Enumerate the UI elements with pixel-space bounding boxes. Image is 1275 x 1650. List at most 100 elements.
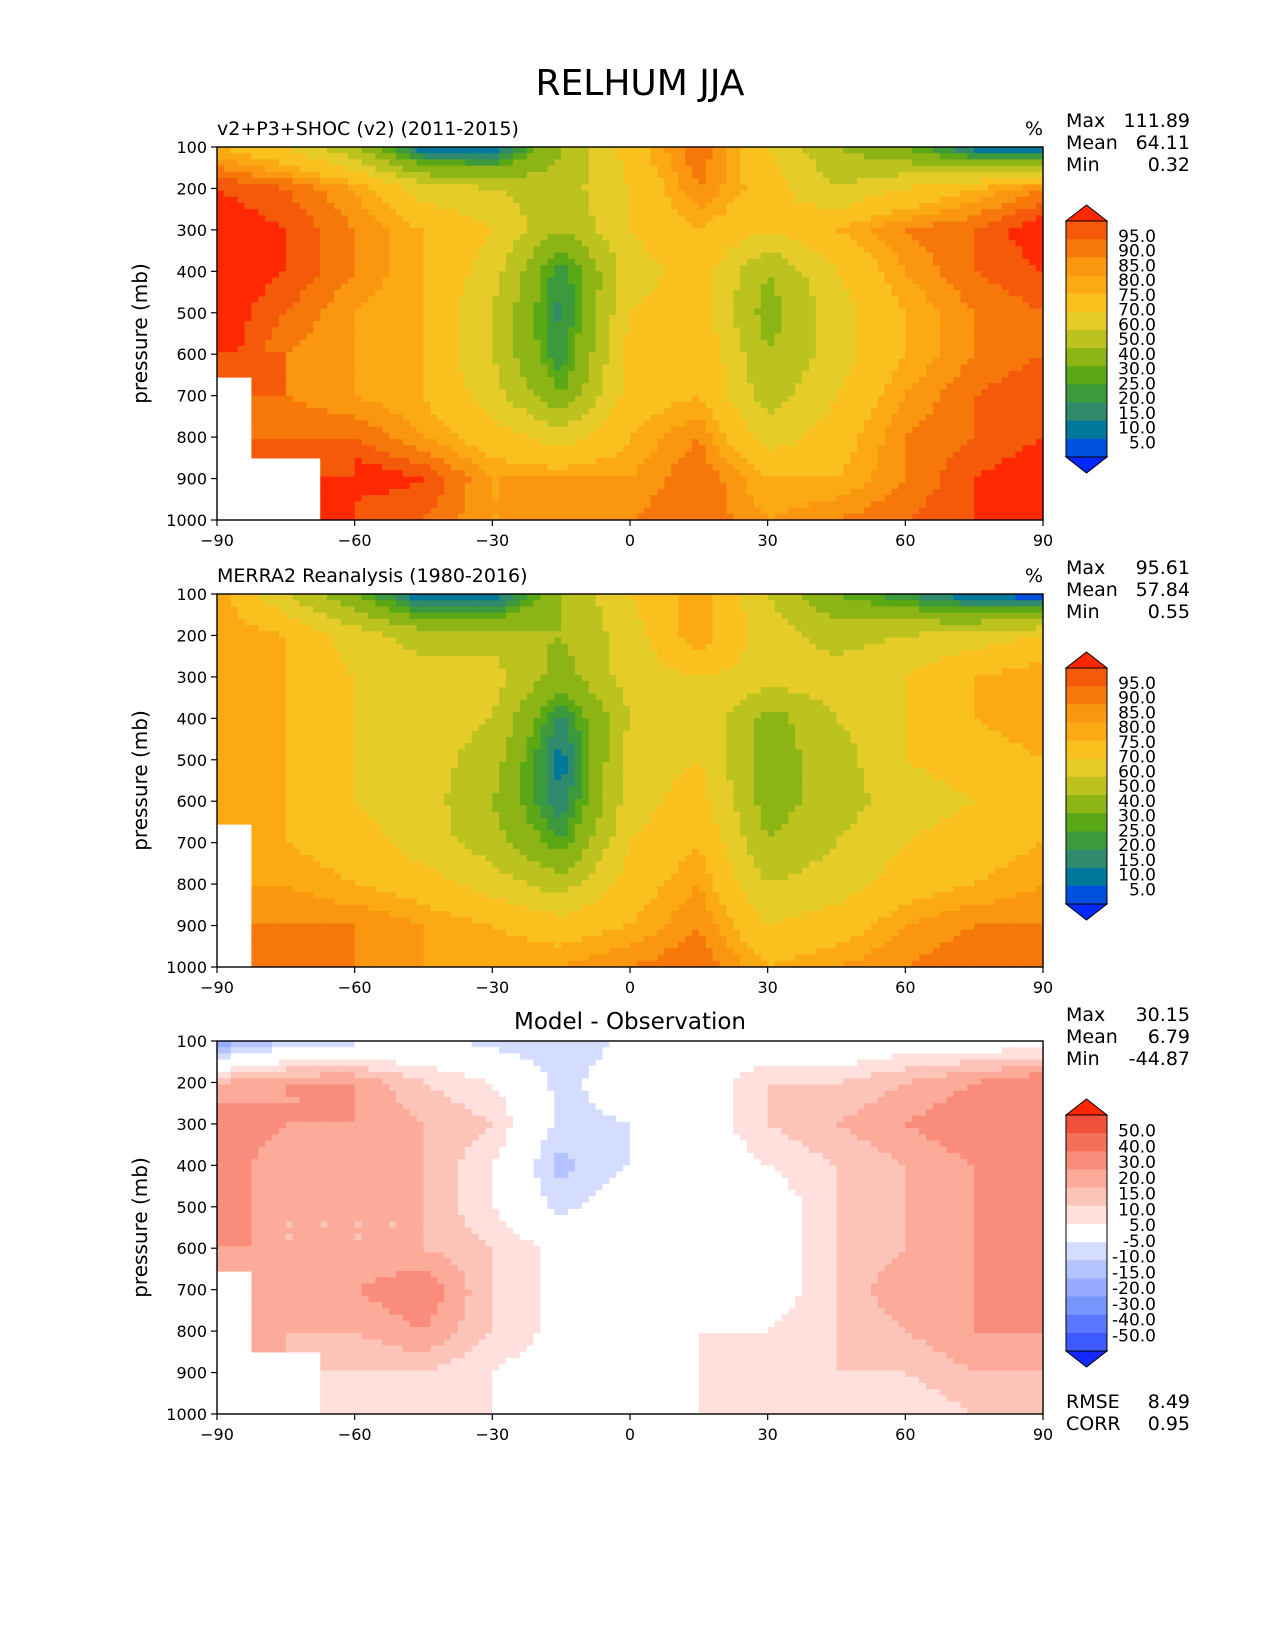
colorbar-label: 40.0 bbox=[1118, 345, 1156, 365]
panel-title: v2+P3+SHOC (v2) (2011-2015) bbox=[217, 118, 519, 140]
stat-label: Mean bbox=[1066, 132, 1118, 154]
colorbar-label: 50.0 bbox=[1118, 330, 1156, 350]
x-tick-label: −90 bbox=[200, 531, 234, 550]
colorbar-extend-top bbox=[1064, 651, 1109, 669]
x-tick-label: 30 bbox=[757, 978, 777, 997]
colorbar-segment bbox=[1066, 668, 1107, 687]
colorbar-label: 20.0 bbox=[1118, 389, 1156, 409]
y-tick-label: 900 bbox=[176, 470, 207, 489]
x-tick-label: 0 bbox=[625, 1425, 635, 1444]
colorbar-label: 80.0 bbox=[1118, 271, 1156, 291]
stat-label: Min bbox=[1066, 154, 1100, 176]
stat-value: -44.87 bbox=[1129, 1048, 1190, 1070]
x-tick-label: −90 bbox=[200, 978, 234, 997]
colorbar-extend-top bbox=[1064, 1098, 1109, 1116]
colorbar-segment bbox=[1066, 1260, 1107, 1279]
colorbar-segment bbox=[1066, 311, 1107, 331]
colorbar-extend-bottom bbox=[1064, 456, 1109, 474]
colorbar-label: -15.0 bbox=[1112, 1263, 1156, 1283]
colorbar-segment bbox=[1066, 740, 1107, 760]
colorbar-label: 5.0 bbox=[1129, 433, 1156, 453]
units-label: % bbox=[1025, 118, 1043, 140]
stat-value: 6.79 bbox=[1148, 1026, 1190, 1048]
colorbar-segment bbox=[1066, 275, 1107, 295]
y-tick-label: 700 bbox=[176, 834, 207, 853]
colorbar-segment bbox=[1066, 420, 1107, 440]
colorbar-label: 50.0 bbox=[1118, 1122, 1156, 1142]
colorbar-extend-bottom bbox=[1064, 903, 1109, 921]
y-tick-label: 200 bbox=[176, 179, 207, 198]
stat-value: 64.11 bbox=[1136, 132, 1190, 154]
colorbar-segment bbox=[1066, 221, 1107, 240]
colorbar-segment bbox=[1066, 1115, 1107, 1134]
colorbar-label: -20.0 bbox=[1112, 1279, 1156, 1299]
stat-value: 111.89 bbox=[1124, 110, 1190, 132]
colorbar-segment bbox=[1066, 402, 1107, 422]
y-tick-label: 800 bbox=[176, 875, 207, 894]
y-tick-label: 100 bbox=[176, 585, 207, 604]
colorbar-segment bbox=[1066, 831, 1107, 851]
colorbar-segment bbox=[1066, 849, 1107, 869]
colorbar-segment bbox=[1066, 885, 1107, 905]
y-tick-label: 500 bbox=[176, 1198, 207, 1217]
field bbox=[217, 594, 1043, 967]
field bbox=[217, 1041, 1043, 1414]
colorbar-label: 75.0 bbox=[1118, 733, 1156, 753]
colorbar-segment bbox=[1066, 348, 1107, 367]
figure-title: RELHUM JJA bbox=[536, 63, 745, 104]
stat-label: Mean bbox=[1066, 579, 1118, 601]
y-tick-label: 300 bbox=[176, 221, 207, 240]
stat-label: Min bbox=[1066, 601, 1100, 623]
y-tick-label: 800 bbox=[176, 428, 207, 447]
x-tick-label: 0 bbox=[625, 978, 635, 997]
colorbar-label: 90.0 bbox=[1118, 242, 1156, 262]
colorbar-label: 85.0 bbox=[1118, 703, 1156, 723]
stat-value: 95.61 bbox=[1136, 557, 1190, 579]
y-tick-label: 1000 bbox=[166, 1405, 207, 1424]
colorbar-segment bbox=[1066, 366, 1107, 385]
y-tick-label: 800 bbox=[176, 1322, 207, 1341]
colorbar-label: 40.0 bbox=[1118, 792, 1156, 812]
colorbar: 95.090.085.080.075.070.060.050.040.030.0… bbox=[1064, 651, 1156, 921]
x-tick-label: −60 bbox=[338, 531, 372, 550]
colorbar-label: 15.0 bbox=[1118, 851, 1156, 871]
colorbar-label: 20.0 bbox=[1118, 836, 1156, 856]
y-tick-label: 1000 bbox=[166, 958, 207, 977]
colorbar-label: 10.0 bbox=[1118, 1200, 1156, 1220]
y-tick-label: 400 bbox=[176, 1156, 207, 1175]
field bbox=[217, 147, 1043, 520]
colorbar-label: 40.0 bbox=[1118, 1137, 1156, 1157]
y-tick-label: 600 bbox=[176, 1239, 207, 1258]
colorbar-label: 80.0 bbox=[1118, 718, 1156, 738]
y-tick-label: 100 bbox=[176, 138, 207, 157]
colorbar-label: 15.0 bbox=[1118, 1185, 1156, 1205]
stat-label: Max bbox=[1066, 557, 1105, 579]
colorbar-segment bbox=[1066, 776, 1107, 796]
colorbar-extend-bottom bbox=[1064, 1350, 1109, 1368]
y-axis-label: pressure (mb) bbox=[128, 1157, 152, 1298]
footer-stat-value: 0.95 bbox=[1148, 1413, 1190, 1435]
colorbar-label: -5.0 bbox=[1123, 1232, 1156, 1252]
colorbar-label: -50.0 bbox=[1112, 1326, 1156, 1346]
colorbar-segment bbox=[1066, 795, 1107, 814]
y-tick-label: 500 bbox=[176, 304, 207, 323]
footer-stat-value: 8.49 bbox=[1148, 1391, 1190, 1413]
x-tick-label: 60 bbox=[895, 531, 915, 550]
colorbar-segment bbox=[1066, 813, 1107, 832]
colorbar-label: 25.0 bbox=[1118, 374, 1156, 394]
colorbar-label: 30.0 bbox=[1118, 807, 1156, 827]
colorbar-segment bbox=[1066, 438, 1107, 458]
y-tick-label: 200 bbox=[176, 626, 207, 645]
colorbar-segment bbox=[1066, 867, 1107, 887]
y-tick-label: 100 bbox=[176, 1032, 207, 1051]
colorbar-label: 90.0 bbox=[1118, 689, 1156, 709]
colorbar-label: 10.0 bbox=[1118, 419, 1156, 439]
colorbar-segment bbox=[1066, 1187, 1107, 1207]
colorbar-segment bbox=[1066, 257, 1107, 276]
colorbar-segment bbox=[1066, 1169, 1107, 1189]
panel-title: Model - Observation bbox=[514, 1009, 746, 1035]
stat-label: Max bbox=[1066, 110, 1105, 132]
colorbar-label: -30.0 bbox=[1112, 1295, 1156, 1315]
